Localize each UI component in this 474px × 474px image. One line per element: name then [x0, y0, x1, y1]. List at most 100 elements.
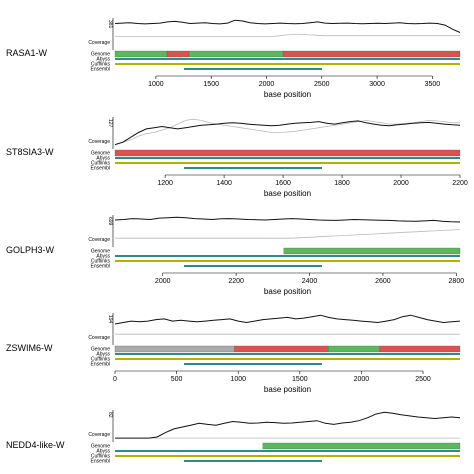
track-label-abyss: Abyss	[96, 57, 110, 63]
x-tick-label: 2000	[155, 278, 171, 285]
cufflinks-track	[115, 260, 460, 262]
cufflinks-track	[115, 358, 460, 360]
abyss-track	[115, 58, 460, 60]
coverage-line	[114, 19, 461, 33]
x-tick-label: 2600	[375, 278, 391, 285]
cufflinks-track	[115, 63, 460, 65]
gene-label: ST8SIA3-W	[6, 147, 54, 157]
secondary-coverage-line	[114, 118, 460, 145]
gene-label: GOLPH3-W	[6, 245, 55, 255]
y-max-label: 194	[107, 315, 113, 324]
genome-track-green	[262, 442, 461, 450]
track-label-abyss: Abyss	[96, 352, 110, 358]
x-tick-label: 1500	[203, 81, 219, 88]
coverage-line	[115, 411, 461, 439]
panel-golph3-w: GOLPH3-W 699 Coverage GenomeAbyssCufflinksE…	[6, 215, 464, 296]
x-axis-label: base position	[264, 287, 311, 296]
panel-st8sia3-w: ST8SIA3-W 127 Coverage GenomeAbyssCufflinks…	[6, 117, 468, 198]
genome-track-green	[328, 345, 381, 353]
x-tick-label: 2500	[314, 81, 330, 88]
track-label-abyss: Abyss	[96, 156, 110, 162]
genome-track-green	[283, 247, 461, 255]
abyss-track	[115, 255, 460, 257]
genome-track-red	[234, 345, 329, 353]
y-max-label: 699	[107, 217, 113, 226]
x-axis-label: base position	[264, 189, 311, 198]
x-tick-label: 1200	[157, 180, 173, 187]
gene-label: ZSWIM6-W	[6, 343, 53, 353]
x-tick-label: 1000	[230, 376, 246, 383]
panel-rasa1-w: RASA1-W 381 Coverage GenomeAbyssCufflinksEn…	[6, 18, 461, 99]
coverage-line	[114, 120, 461, 146]
track-label-ensembl: Ensembl	[91, 67, 110, 73]
y-axis-label: Coverage	[88, 237, 110, 243]
track-label-cufflinks: Cufflinks	[91, 259, 111, 265]
track-label-abyss: Abyss	[96, 449, 110, 455]
coverage-line	[114, 314, 461, 325]
x-tick-label: 1500	[292, 376, 308, 383]
x-tick-label: 2000	[259, 81, 275, 88]
x-tick-label: 0	[113, 376, 117, 383]
y-axis-label: Coverage	[88, 432, 110, 438]
panel-nedd4-like-w: NEDD4-like-W 82 Coverage GenomeAbyssCufflin…	[6, 410, 461, 465]
track-label-genome: Genome	[91, 52, 110, 58]
y-axis-label: Coverage	[88, 40, 110, 46]
track-label-genome: Genome	[91, 347, 110, 353]
gene-label: NEDD4-like-W	[6, 440, 65, 450]
track-label-ensembl: Ensembl	[91, 362, 110, 368]
genome-track-gray	[114, 345, 235, 353]
secondary-coverage-line	[115, 229, 461, 239]
x-tick-label: 1000	[148, 81, 164, 88]
genome-track-red	[166, 50, 190, 58]
x-tick-label: 2000	[393, 180, 409, 187]
cufflinks-track	[115, 162, 460, 164]
track-label-abyss: Abyss	[96, 254, 110, 260]
y-axis-label: Coverage	[88, 139, 110, 145]
x-tick-label: 1400	[216, 180, 232, 187]
abyss-track	[115, 157, 460, 159]
track-label-genome: Genome	[91, 249, 110, 255]
y-axis-label: Coverage	[88, 335, 110, 341]
track-label-genome: Genome	[91, 444, 110, 450]
abyss-track	[115, 450, 460, 452]
coverage-line	[114, 216, 461, 223]
x-tick-label: 2000	[354, 376, 370, 383]
x-tick-label: 2400	[302, 278, 318, 285]
x-axis-label: base position	[264, 385, 311, 394]
ensembl-track	[184, 363, 322, 365]
track-label-cufflinks: Cufflinks	[91, 454, 111, 460]
x-tick-label: 3500	[425, 81, 441, 88]
cufflinks-track	[115, 455, 460, 457]
track-label-ensembl: Ensembl	[91, 264, 110, 270]
x-axis-label: base position	[264, 90, 311, 99]
genome-track-green	[188, 50, 284, 58]
x-tick-label: 3000	[369, 81, 385, 88]
panel-zswim6-w: ZSWIM6-W 194 Coverage GenomeAbyssCufflinksE…	[6, 313, 461, 394]
track-label-cufflinks: Cufflinks	[91, 161, 111, 167]
ensembl-track	[184, 460, 322, 462]
track-label-ensembl: Ensembl	[91, 459, 110, 465]
x-tick-label: 1800	[334, 180, 350, 187]
track-label-genome: Genome	[91, 151, 110, 157]
x-tick-label: 1600	[275, 180, 291, 187]
genome-track-red	[114, 149, 461, 157]
x-tick-label: 2800	[449, 278, 465, 285]
x-tick-label: 500	[171, 376, 183, 383]
genome-track-green	[114, 50, 168, 58]
secondary-coverage-line	[115, 33, 460, 37]
track-label-cufflinks: Cufflinks	[91, 357, 111, 363]
y-max-label: 127	[107, 119, 113, 128]
genome-track-red	[282, 50, 461, 58]
x-tick-label: 2200	[228, 278, 244, 285]
y-max-label: 82	[107, 412, 113, 418]
ensembl-track	[184, 265, 322, 267]
x-tick-label: 2200	[452, 180, 468, 187]
genome-track-red	[379, 345, 461, 353]
x-tick-label: 2500	[415, 376, 431, 383]
y-max-label: 381	[107, 20, 113, 29]
gene-label: RASA1-W	[6, 48, 48, 58]
track-label-ensembl: Ensembl	[91, 166, 110, 172]
ensembl-track	[184, 68, 322, 70]
track-label-cufflinks: Cufflinks	[91, 62, 111, 68]
